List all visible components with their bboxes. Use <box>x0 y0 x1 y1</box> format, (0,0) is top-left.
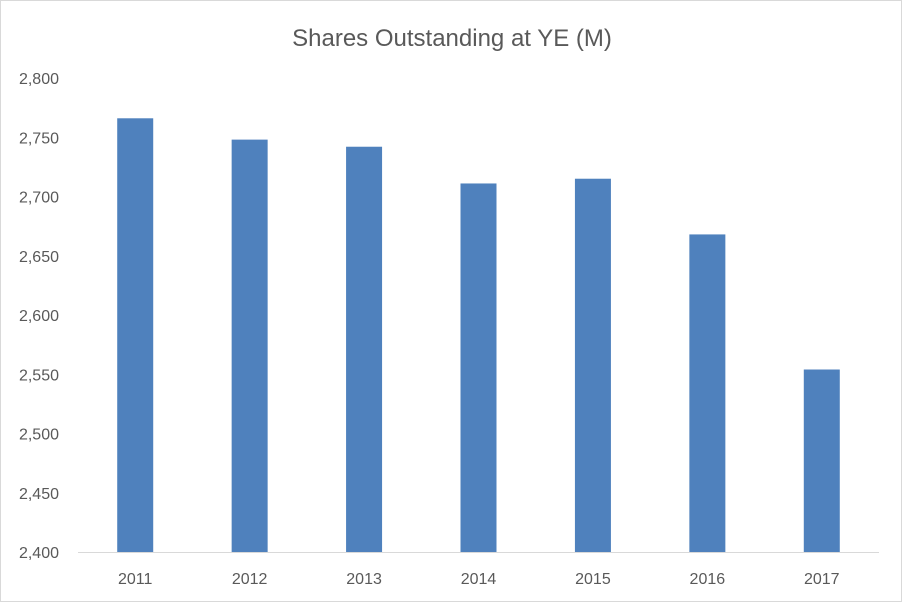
bar-2013 <box>346 146 383 553</box>
y-tick-label: 2,700 <box>19 190 59 207</box>
y-tick-label: 2,750 <box>19 130 59 147</box>
y-tick-label: 2,800 <box>19 71 59 88</box>
x-tick-label: 2013 <box>346 571 382 588</box>
y-tick-label: 2,650 <box>19 249 59 266</box>
x-tick-label: 2012 <box>232 571 268 588</box>
x-tick-label: 2017 <box>804 571 840 588</box>
y-axis-tick-labels: 2,400 2,450 2,500 2,550 2,600 2,650 2,700 2,750… <box>19 71 59 562</box>
x-tick-label: 2014 <box>461 571 497 588</box>
x-tick-label: 2016 <box>690 571 726 588</box>
x-tick-label: 2015 <box>575 571 611 588</box>
y-tick-label: 2,600 <box>19 308 59 325</box>
bar-2014 <box>460 183 497 552</box>
bar-2015 <box>574 178 611 552</box>
y-tick-label: 2,400 <box>19 545 59 562</box>
y-tick-label: 2,450 <box>19 486 59 503</box>
x-tick-label: 2011 <box>118 571 153 588</box>
y-tick-label: 2,500 <box>19 427 59 444</box>
bar-2012 <box>231 139 268 552</box>
bar-2017 <box>803 369 840 552</box>
x-axis-tick-labels: 2011 2012 2013 2014 2015 2016 2017 <box>118 571 840 588</box>
bar-2011 <box>117 118 154 552</box>
y-tick-label: 2,550 <box>19 367 59 384</box>
bar-2016 <box>689 234 726 553</box>
bar-series <box>117 118 840 553</box>
chart-title: Shares Outstanding at YE (M) <box>292 25 612 52</box>
